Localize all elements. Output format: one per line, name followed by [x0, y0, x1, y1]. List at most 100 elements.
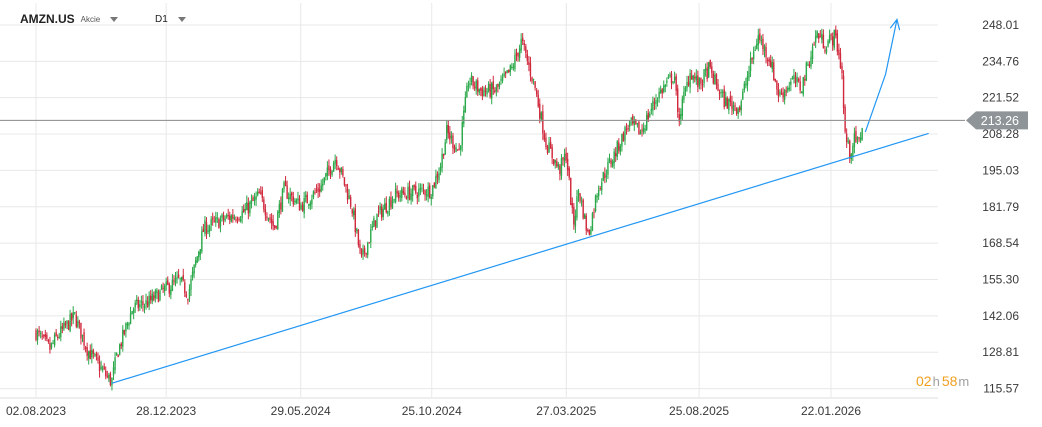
instrument-type: Akcie: [80, 14, 101, 24]
candle-body: [221, 214, 223, 218]
candle-body: [518, 48, 521, 59]
candle-body: [44, 334, 46, 337]
candle-body: [274, 225, 276, 229]
candle-body: [520, 39, 522, 51]
candle-body: [168, 283, 170, 294]
candle-body: [83, 332, 85, 346]
candle-body: [140, 301, 143, 303]
candle-body: [370, 229, 372, 243]
candle-body: [590, 230, 592, 235]
candle-body: [289, 193, 291, 200]
candle-body: [64, 323, 67, 326]
candle-body: [756, 43, 758, 49]
candle-body: [35, 330, 37, 341]
candle-body: [363, 247, 366, 254]
candle-body: [382, 208, 384, 217]
candle-body: [196, 256, 198, 263]
candle-body: [36, 330, 39, 340]
candle-body: [38, 330, 40, 333]
candle-body: [43, 335, 45, 337]
candle-body: [677, 88, 679, 112]
candle-body: [47, 339, 50, 342]
candle-body: [128, 323, 130, 326]
candle-body: [542, 111, 544, 134]
symbol-selector[interactable]: AMZN.US Akcie: [20, 10, 119, 28]
candle-body: [452, 135, 454, 148]
candle-body: [315, 189, 318, 191]
candle-body: [588, 229, 591, 235]
candle-body: [774, 78, 777, 82]
candle-body: [591, 213, 594, 231]
candle-body: [821, 33, 823, 40]
candle-body: [579, 193, 581, 201]
candle-body: [644, 128, 646, 130]
candle-body: [442, 153, 445, 156]
candle-body: [633, 120, 635, 125]
candle-body: [597, 189, 600, 197]
candle-body: [649, 113, 651, 117]
candle-body: [312, 191, 315, 198]
candle-body: [422, 189, 425, 191]
candle-body: [642, 128, 645, 133]
candle-body: [791, 77, 794, 80]
candle-body: [819, 36, 821, 38]
candle-body: [244, 208, 246, 211]
chevron-down-icon[interactable]: [177, 16, 186, 22]
candle-body: [160, 285, 163, 290]
candle-body: [725, 97, 727, 107]
candle-body: [232, 214, 234, 219]
candle-body: [143, 305, 146, 308]
candle-body: [794, 77, 797, 83]
candle-body: [255, 196, 257, 200]
candle-body: [111, 377, 113, 386]
candle-body: [656, 100, 659, 102]
candle-body: [198, 252, 200, 258]
candle-body: [163, 285, 166, 292]
candle-body: [362, 249, 364, 255]
candle-body: [763, 45, 766, 52]
candle-body: [563, 153, 566, 161]
candle-body: [380, 206, 383, 218]
candle-body: [585, 215, 587, 231]
candle-body: [275, 226, 277, 228]
price-tick-label: 181.79: [982, 200, 1019, 214]
chevron-down-icon[interactable]: [110, 16, 119, 22]
candle-body: [91, 349, 93, 358]
candle-body: [749, 58, 752, 72]
candle-body: [827, 40, 829, 47]
candle-body: [167, 280, 169, 285]
candle-body: [309, 202, 312, 206]
candle-body: [582, 199, 584, 219]
candle-body: [847, 141, 849, 143]
candle-body: [419, 187, 422, 191]
candle-body: [367, 242, 369, 256]
candle-body: [560, 158, 563, 177]
candle-body: [464, 97, 467, 112]
candle-body: [477, 80, 479, 92]
candle-body: [751, 57, 753, 60]
timeframe-selector[interactable]: D1: [155, 10, 186, 28]
candle-body: [174, 278, 177, 283]
candle-body: [453, 146, 456, 150]
candle-body: [675, 75, 677, 91]
candle-body: [601, 182, 603, 191]
candle-body: [190, 279, 192, 290]
candle-body: [625, 129, 628, 131]
candle-body: [373, 218, 375, 228]
candle-body: [305, 195, 307, 197]
candle-body: [659, 89, 662, 93]
candle-body: [687, 82, 690, 86]
candle-body: [308, 204, 310, 206]
candle-body: [487, 83, 490, 92]
price-tick-label: 155.30: [982, 272, 1019, 286]
candle-body: [619, 146, 622, 152]
candle-body: [690, 75, 693, 80]
candle-body: [616, 141, 618, 157]
candle-body: [46, 334, 48, 339]
candle-body: [391, 200, 394, 209]
candle-body: [469, 82, 471, 86]
candle-body: [292, 196, 294, 205]
candle-body: [421, 187, 423, 189]
candle-body: [222, 215, 225, 221]
